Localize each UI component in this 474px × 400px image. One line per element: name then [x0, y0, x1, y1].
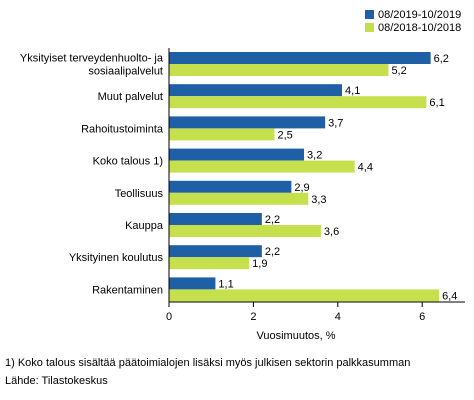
bar-s1-c2	[169, 84, 343, 97]
bar-s1-c3	[169, 116, 326, 129]
bar-s1-c6	[169, 213, 262, 225]
category-label-6: Kauppa	[125, 220, 164, 232]
category-label-4-line-1: Koko talous 1)	[93, 156, 163, 168]
bar-s2-c2	[169, 96, 427, 109]
value-label-s1-c3: 3,7	[328, 117, 343, 129]
value-label-s2-c6: 3,6	[324, 226, 339, 238]
legend-swatch-1	[365, 10, 374, 19]
chart-footnote: 1) Koko talous sisältää päätoimialojen l…	[5, 357, 411, 369]
value-label-s2-c7: 1,9	[252, 258, 267, 270]
bar-s1-c1	[169, 52, 431, 64]
value-label-s1-c8: 1,1	[218, 278, 233, 290]
category-label-3: Rahoitustoiminta	[81, 123, 164, 135]
category-label-2: Muut palvelut	[98, 91, 163, 103]
bar-s2-c5	[169, 192, 309, 205]
x-axis-label: Vuosimuutos, %	[256, 330, 335, 342]
category-label-6-line-1: Kauppa	[125, 220, 164, 232]
legend-label-2: 08/2018-10/2018	[378, 22, 461, 34]
bar-s2-c1	[169, 64, 389, 76]
value-label-s1-c1: 6,2	[434, 53, 449, 65]
bar-s2-c8	[169, 289, 440, 302]
value-label-s2-c4: 4,4	[358, 162, 373, 174]
x-tick-label-1: 0	[166, 311, 172, 323]
category-label-8-line-1: Rakentaminen	[92, 284, 163, 296]
bar-s1-c4	[169, 148, 305, 161]
x-tick-label-4: 6	[419, 311, 425, 323]
x-tick-label-3: 4	[335, 311, 341, 323]
category-label-7: Yksityinen koulutus	[69, 252, 164, 264]
value-label-s1-c2: 4,1	[345, 85, 360, 97]
bar-s1-c5	[169, 180, 292, 193]
category-label-1-line-1: Yksityiset terveydenhuolto- ja	[20, 53, 164, 65]
legend-label-1: 08/2019-10/2019	[378, 9, 461, 21]
value-label-s1-c7: 2,2	[265, 246, 280, 258]
category-label-5: Teollisuus	[115, 188, 164, 200]
value-label-s2-c8: 6,4	[442, 290, 457, 302]
category-label-3-line-1: Rahoitustoiminta	[81, 123, 164, 135]
bar-s1-c8	[169, 277, 216, 290]
category-label-7-line-1: Yksityinen koulutus	[69, 252, 164, 264]
category-label-5-line-1: Teollisuus	[115, 188, 164, 200]
chart-source: Lähde: Tilastokeskus	[5, 375, 108, 387]
bar-s2-c3	[169, 128, 275, 141]
bar-s2-c4	[169, 160, 355, 173]
bar-s2-c6	[169, 225, 321, 237]
bar-s1-c7	[169, 245, 262, 258]
legend-swatch-2	[365, 23, 374, 32]
category-label-4: Koko talous 1)	[93, 156, 163, 168]
category-label-8: Rakentaminen	[92, 284, 163, 296]
x-tick-label-2: 2	[250, 311, 256, 323]
value-label-s1-c6: 2,2	[265, 214, 280, 226]
category-label-1: Yksityiset terveydenhuolto- ja sosiaalipa…	[20, 53, 164, 78]
category-label-2-line-1: Muut palvelut	[98, 91, 163, 103]
bar-s2-c7	[169, 257, 250, 270]
value-label-s2-c2: 6,1	[429, 97, 444, 109]
value-label-s1-c4: 3,2	[307, 150, 322, 162]
value-label-s2-c5: 3,3	[311, 194, 326, 206]
value-label-s2-c1: 5,2	[391, 65, 406, 77]
value-label-s2-c3: 2,5	[278, 129, 293, 141]
category-label-1-line-2: sosiaalipalvelut	[88, 66, 163, 78]
value-label-s1-c5: 2,9	[294, 182, 309, 194]
